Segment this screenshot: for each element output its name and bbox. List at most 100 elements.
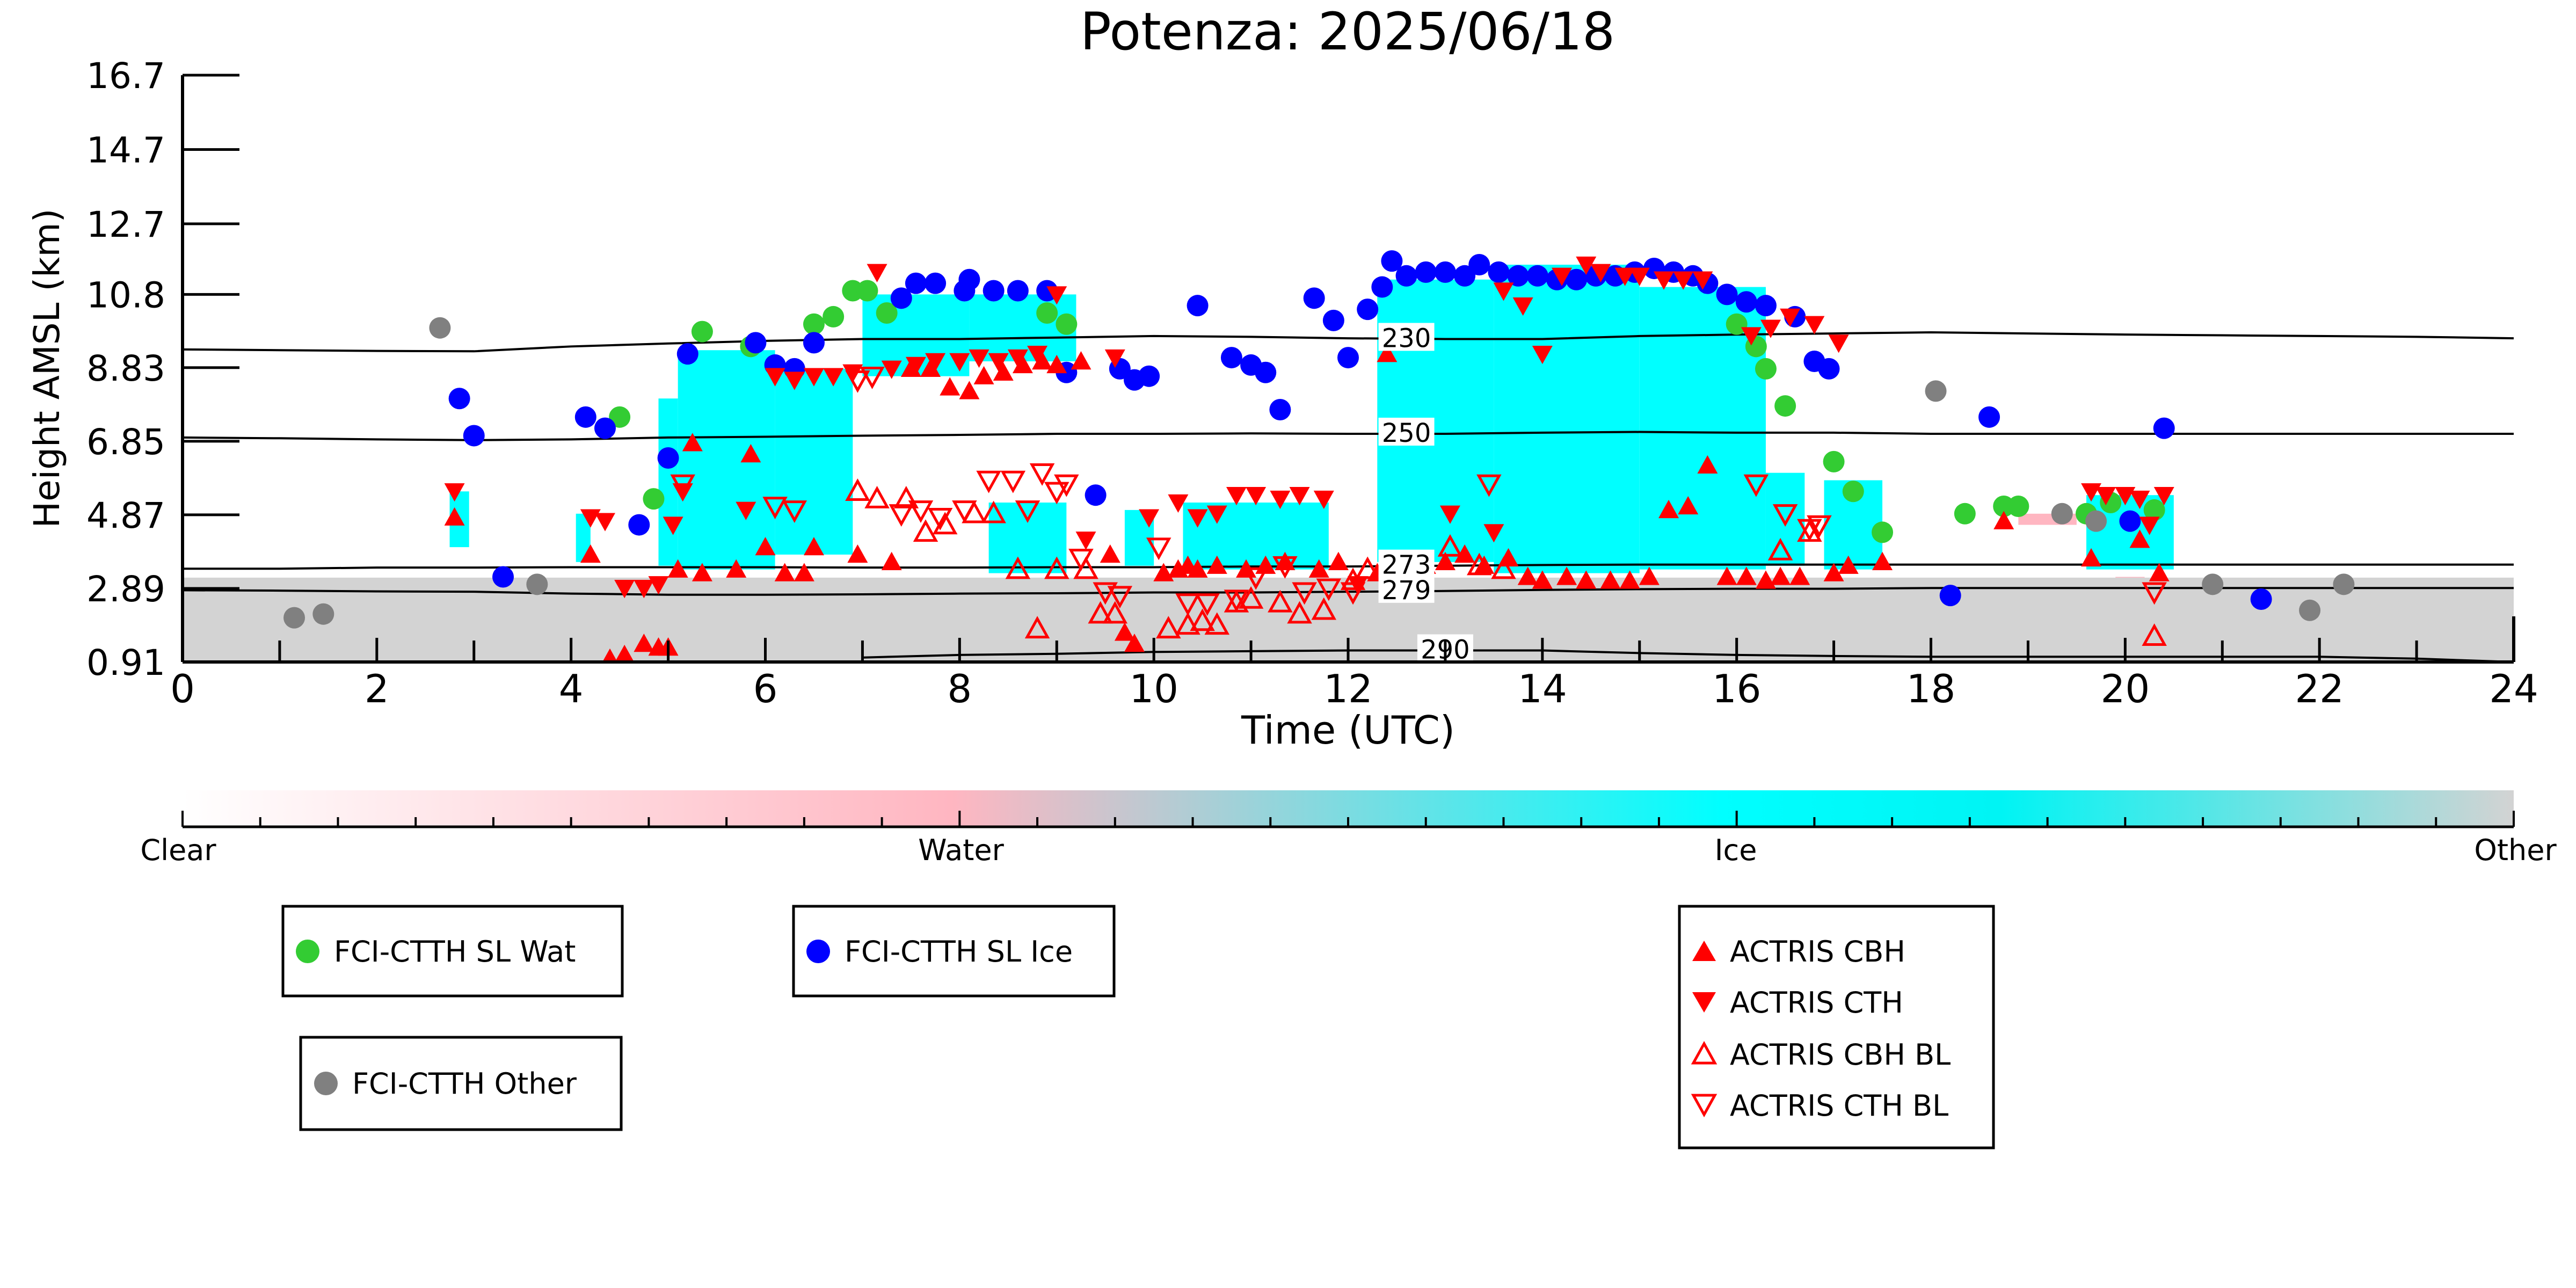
point-actris-cbh-bl (913, 519, 938, 542)
point-actris-cth (1552, 267, 1573, 286)
point-actris-cth (1075, 532, 1096, 550)
point-actris-cth-bl (2142, 582, 2167, 605)
point-fci-ctth-sl-ice (1395, 265, 1417, 287)
y-tick-label: 16.7 (86, 55, 165, 97)
point-fci-ctth-sl-wat (1036, 302, 1058, 324)
point-actris-cth (1590, 264, 1611, 282)
point-fci-ctth-sl-wat (856, 280, 878, 302)
point-actris-cth (1206, 505, 1227, 524)
point-fci-ctth-sl-ice (1322, 309, 1344, 331)
point-fci-ctth-sl-ice (1138, 365, 1160, 387)
point-actris-cbh (740, 444, 761, 463)
point-fci-ctth-sl-ice (983, 280, 1005, 302)
point-fci-ctth-other (2202, 573, 2224, 595)
point-fci-ctth-sl-ice (2250, 588, 2272, 610)
point-actris-cth-bl (1000, 470, 1026, 493)
point-actris-cbh (1838, 555, 1859, 574)
y-tick-label: 2.89 (86, 569, 165, 610)
legend-box-sl-ice: FCI-CTTH SL Ice (792, 905, 1116, 998)
point-fci-ctth-sl-wat (2007, 495, 2029, 517)
point-actris-cbh (1619, 570, 1640, 589)
point-actris-cbh (444, 507, 465, 526)
point-actris-cbh-bl (1024, 616, 1050, 639)
point-fci-ctth-sl-wat (803, 313, 825, 335)
isotherm-label-bg (1378, 574, 1435, 603)
isotherm-line-273 (183, 563, 2514, 570)
point-actris-cth (1246, 486, 1267, 506)
point-actris-cth (1483, 524, 1504, 543)
point-actris-cth (1226, 486, 1247, 506)
point-actris-cth (1614, 267, 1635, 286)
point-fci-ctth-sl-ice (1434, 261, 1456, 283)
point-fci-ctth-sl-ice (1085, 484, 1107, 506)
legend-label-sl-ice: FCI-CTTH SL Ice (845, 935, 1073, 969)
point-actris-cth-bl (1093, 582, 1118, 605)
point-actris-cth (2153, 486, 2174, 506)
axes: 0 2 4 6 8 10 12 14 16 18 20 22 24 0.912.894.876.858.… (86, 55, 2538, 711)
point-fci-ctth-sl-ice (676, 343, 698, 365)
point-actris-cth-bl (927, 508, 953, 530)
point-actris-cbh (881, 551, 902, 570)
point-actris-cth (736, 501, 756, 520)
point-fci-ctth-sl-ice (1269, 398, 1291, 420)
point-fci-ctth-sl-ice (1566, 268, 1588, 290)
point-actris-cbh (940, 377, 960, 396)
point-actris-cbh-bl (893, 485, 919, 508)
point-actris-cth (1653, 271, 1674, 290)
x-tick-label: 4 (559, 666, 584, 711)
point-actris-cbh-bl (2142, 623, 2167, 646)
legend-label-cth-bl: ACTRIS CTH BL (1730, 1089, 1948, 1123)
point-actris-cbh (1716, 566, 1737, 585)
y-tick-label: 0.91 (86, 642, 165, 683)
point-actris-cbh-bl (1102, 601, 1128, 624)
point-actris-cth (1493, 282, 1514, 301)
point-actris-cth (1760, 319, 1781, 338)
legend-marker-sl-wat (296, 940, 319, 963)
point-actris-cth (1512, 297, 1533, 316)
point-fci-ctth-sl-ice (1526, 265, 1548, 287)
ice-cloud-region (678, 350, 775, 570)
point-fci-ctth-sl-ice (1488, 261, 1510, 283)
point-actris-cth-bl (845, 370, 870, 393)
point-actris-cbh (1639, 566, 1660, 585)
point-fci-ctth-sl-ice (1220, 347, 1242, 369)
point-actris-cbh-bl (981, 500, 1006, 523)
point-actris-cbh (794, 563, 814, 581)
point-actris-cbh (1823, 563, 1844, 581)
point-actris-cbh (1454, 544, 1475, 563)
point-actris-cth-bl (889, 504, 914, 527)
point-actris-cbh (1032, 351, 1053, 370)
x-tick-label: 12 (1323, 666, 1373, 711)
x-tick-label: 8 (947, 666, 972, 711)
point-actris-cbh-bl (1268, 590, 1293, 613)
point-actris-cbh (1100, 544, 1120, 563)
legend-label-cbh-bl: ACTRIS CBH BL (1730, 1038, 1951, 1072)
point-actris-cbh (1872, 551, 1893, 570)
point-fci-ctth-other (2333, 573, 2355, 595)
isotherm-label-279: 279 (1382, 576, 1431, 606)
isotherm-line-290 (862, 649, 2514, 662)
point-actris-cbh-bl (1311, 597, 1337, 620)
x-tick-label: 14 (1518, 666, 1567, 711)
point-actris-cth-bl (1054, 474, 1079, 497)
point-actris-cbh-bl (1190, 608, 1215, 631)
point-actris-cth (784, 372, 805, 390)
y-tick-label: 8.83 (86, 348, 165, 389)
point-fci-ctth-sl-wat (1774, 395, 1796, 417)
chart-title: Potenza: 2025/06/18 (1080, 2, 1615, 62)
x-tick-label: 0 (170, 666, 195, 711)
x-tick-label: 6 (753, 666, 778, 711)
point-actris-cth (1348, 576, 1369, 595)
ice-cloud-region (1183, 503, 1329, 570)
point-fci-ctth-other (283, 607, 305, 629)
point-fci-ctth-other (2085, 510, 2107, 532)
point-actris-cth (867, 264, 887, 282)
point-actris-cth (648, 576, 669, 595)
point-actris-cbh (1308, 559, 1329, 578)
point-fci-ctth-sl-ice (463, 425, 485, 447)
point-actris-cbh (1046, 354, 1067, 374)
point-actris-cth-bl (1272, 556, 1298, 579)
colorbar-label-ice: Ice (1715, 833, 1757, 867)
point-fci-ctth-sl-ice (1187, 295, 1209, 317)
point-fci-ctth-sl-ice (628, 514, 650, 536)
